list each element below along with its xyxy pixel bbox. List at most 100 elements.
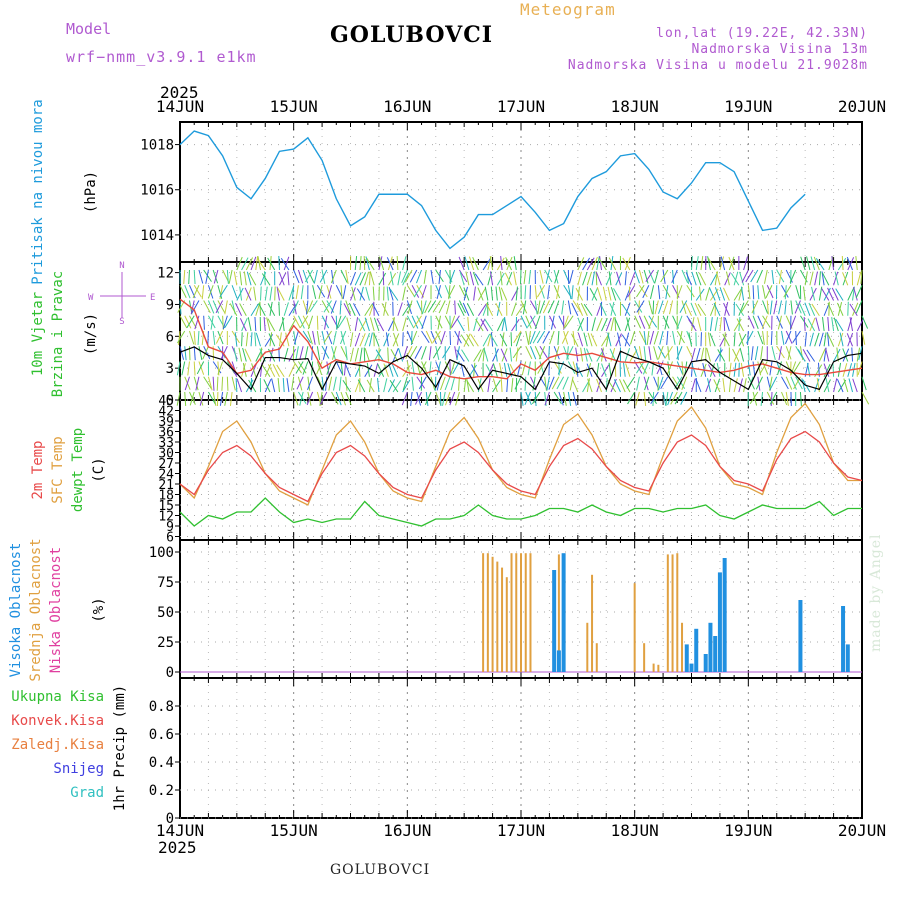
mid-cloud-bar [515,553,518,672]
wind-arrow [421,285,427,299]
wind-arrow [316,376,324,390]
wind-arrow [572,361,578,376]
wind-arrow [236,287,244,301]
wind-arrow [245,332,249,347]
y-tick-label: 18 [158,489,174,504]
y-tick-label: 100 [149,545,174,561]
wind-arrow [263,379,271,393]
wind-arrow [229,303,238,316]
wind-arrow [498,286,503,301]
wind-arrow [428,346,432,361]
wind-arrow [183,269,186,284]
wind-arrow [212,269,219,284]
wind-arrow [379,256,385,271]
wind-arrow [312,330,316,345]
pressure-line [179,130,806,250]
wind-arrow [350,271,356,286]
wind-arrow [402,364,411,378]
wind-arrow [691,378,696,393]
wind-arrow [732,348,740,362]
wind-arrow [831,317,835,332]
wind-arrow [624,302,631,316]
wind-arrow [177,330,186,344]
wind-arrow [487,378,491,393]
model-label: Model [66,20,112,38]
wind-arrow [795,376,803,390]
wind-arrow [373,348,382,362]
wind-arrow [572,300,582,313]
mid-cloud-bar [643,643,646,672]
wind-arrow [806,256,811,271]
wind-arrow [411,315,419,329]
wind-arrow [691,347,696,362]
wind-arrow [331,346,336,360]
wind-arrow [752,285,755,300]
wind-arrow [511,302,517,316]
wind-arrow [665,391,669,406]
wind-arrow [385,332,389,347]
wind-arrow [601,347,604,362]
wind-arrow [235,377,238,393]
wind-arrow [411,285,420,298]
wind-arrow [765,285,773,299]
wind-arrow [327,285,333,299]
wind-arrow [739,347,745,362]
wind-arrow [777,315,782,330]
wind-arrow [823,332,827,347]
wind-arrow [304,269,314,283]
wind-arrow [599,256,603,271]
mid-cloud-bar [529,553,532,672]
wind-arrow [276,286,280,301]
wind-arrow [856,271,862,286]
wind-arrow [771,269,775,284]
wind-arrow [278,301,280,316]
wind-arrow [239,286,243,301]
wind-arrow [397,271,402,286]
wind-arrow [669,300,674,315]
wind-arrow [747,315,755,329]
precip-legend-3: Zaledj.Kisa [11,737,104,753]
wind-arrow [752,391,758,406]
wind-arrow [553,269,559,284]
wind-arrow [504,317,508,332]
x-tick-label-top: 20JUN [838,97,886,116]
panel-5 [179,677,863,819]
y-tick-label: 0.6 [149,727,174,743]
wind-arrow [698,286,702,301]
wind-arrow [287,271,290,286]
wind-arrow [634,346,640,360]
wind-arrow [189,391,195,406]
wind-arrow [754,346,759,361]
y-tick-label: 1014 [140,228,174,244]
y-tick-label: 50 [157,605,174,621]
wind-arrow [743,256,748,271]
wind-arrow [376,318,385,332]
wind-arrow [283,256,290,271]
wind-arrow [676,315,683,330]
wind-arrow [402,376,408,391]
top-year-label: 2025 [160,83,199,102]
elevation-label: Nadmorska Visina 13m [691,42,868,57]
wind-arrow [674,391,683,405]
wind-arrow [257,256,262,271]
wind-arrow [330,269,337,284]
wind-arrow [421,330,430,344]
wind-arrow [231,376,236,391]
wind-arrow [645,269,655,282]
wind-arrow [281,317,285,332]
wind-arrow [495,302,503,316]
wind-arrow [345,300,351,314]
wind-arrow [713,379,721,393]
wind-arrow [482,257,492,271]
wind-arrow [421,361,428,375]
wind-arrow [397,302,403,316]
wind-arrow [450,376,456,391]
bottom-year-label: 2025 [158,838,197,857]
wind-arrow [841,255,844,271]
wind-arrow [557,330,560,346]
wind-arrow [264,286,268,301]
wind-arrow [575,287,584,301]
wind-arrow [229,391,233,406]
wind-arrow [244,287,252,301]
wind-arrow [769,391,778,405]
